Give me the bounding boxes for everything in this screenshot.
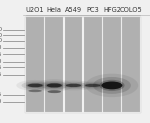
Bar: [103, 17, 121, 112]
Ellipse shape: [79, 82, 106, 89]
Bar: [26, 17, 141, 113]
Text: 170: 170: [0, 27, 2, 32]
Text: PC3: PC3: [86, 7, 99, 13]
Ellipse shape: [28, 90, 42, 92]
Ellipse shape: [84, 83, 102, 88]
Ellipse shape: [48, 90, 61, 93]
Ellipse shape: [41, 81, 68, 90]
Text: 55: 55: [0, 52, 2, 57]
Ellipse shape: [99, 80, 124, 91]
Bar: [26, 17, 44, 112]
Text: A549: A549: [65, 7, 82, 13]
Bar: [122, 17, 140, 112]
Text: 70: 70: [0, 45, 2, 50]
Ellipse shape: [85, 74, 138, 97]
Ellipse shape: [47, 83, 62, 87]
Text: U2O1: U2O1: [26, 7, 44, 13]
Ellipse shape: [22, 81, 49, 89]
Text: 35: 35: [0, 65, 2, 70]
Ellipse shape: [85, 84, 100, 87]
Text: HFG2: HFG2: [103, 7, 121, 13]
Ellipse shape: [64, 83, 82, 88]
Text: 130: 130: [0, 33, 2, 38]
Ellipse shape: [26, 83, 44, 88]
Ellipse shape: [101, 82, 122, 89]
Ellipse shape: [66, 84, 81, 87]
Ellipse shape: [55, 80, 92, 91]
Text: COLO5: COLO5: [120, 7, 142, 13]
Ellipse shape: [28, 84, 43, 87]
Text: 10: 10: [0, 99, 2, 104]
Ellipse shape: [16, 80, 54, 91]
Text: 100: 100: [0, 38, 2, 43]
Ellipse shape: [45, 82, 63, 88]
Ellipse shape: [36, 79, 73, 92]
Text: 40: 40: [0, 59, 2, 64]
Text: 25: 25: [0, 72, 2, 77]
Text: Hela: Hela: [47, 7, 62, 13]
Bar: [65, 17, 82, 112]
Bar: [84, 17, 102, 112]
Text: 15: 15: [0, 92, 2, 97]
Ellipse shape: [93, 77, 131, 94]
Ellipse shape: [60, 82, 87, 89]
Bar: [45, 17, 63, 112]
